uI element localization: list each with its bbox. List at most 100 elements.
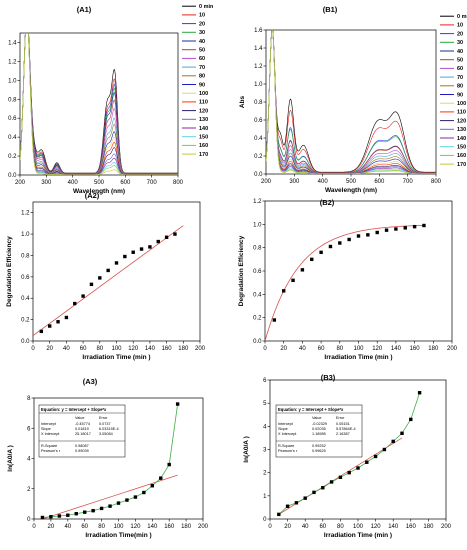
- y-axis-label: Degradation Efficiency: [6, 236, 13, 307]
- data-point: [338, 241, 342, 245]
- data-point: [328, 244, 333, 249]
- data-point: [40, 515, 45, 520]
- data-point: [294, 501, 299, 505]
- data-point: [403, 226, 407, 230]
- data-point: [156, 239, 160, 244]
- chart-b3: (B3) 0 20 40 60 80 100 120 140 160 180 200 0 1 2 3 4 5 6 Ir…: [243, 373, 452, 539]
- legend-entry: 20: [457, 31, 463, 37]
- fit-curve: [265, 224, 424, 341]
- data-point: [173, 232, 177, 236]
- x-tick-label: 140: [147, 524, 158, 530]
- y-tick-label: 5: [263, 401, 267, 407]
- x-tick-label: 200: [441, 524, 452, 530]
- data-point: [338, 475, 343, 479]
- x-tick-label: 60: [318, 346, 325, 352]
- data-point: [57, 514, 62, 518]
- legend-entry: 100: [457, 101, 466, 107]
- legend-entry: 90: [457, 92, 463, 98]
- legend-entry: 80: [199, 74, 205, 80]
- fit-group: [33, 225, 184, 336]
- chart-b1: (B1) 200 300 400 500 600 700 800 0.0 0.2 0.4 0.6 0.8…: [239, 5, 467, 194]
- x-tick-label: 20: [280, 346, 287, 352]
- fit-stat-value: 0.98087: [75, 444, 89, 448]
- y-tick-label: 0.4: [8, 135, 17, 141]
- x-tick-label: 80: [337, 524, 344, 530]
- spectrum-line: [20, 33, 178, 175]
- legend-entry: 150: [457, 145, 466, 151]
- x-tick-label: 160: [406, 524, 417, 530]
- chart-title: (A3): [83, 377, 98, 386]
- chart-title: (B3): [321, 373, 336, 382]
- legend-entry: 50: [199, 48, 205, 54]
- fit-row-name: Slope: [41, 427, 51, 431]
- legend-entry: 10: [457, 23, 463, 29]
- x-tick-label: 100: [353, 524, 364, 530]
- fit-stat-value: 0.99252: [312, 444, 326, 448]
- fit-row-error: 0.0737: [99, 422, 111, 426]
- chart-title: (B2): [320, 198, 335, 207]
- legend-entry: 70: [457, 75, 463, 81]
- y-tick-label: 0.8: [8, 97, 17, 103]
- plot-frame: [264, 200, 453, 342]
- spectrum-line: [20, 33, 178, 175]
- spectrum-line: [20, 33, 178, 174]
- spectrum-line: [20, 33, 178, 174]
- legend-entry: 0 min: [199, 4, 214, 10]
- x-tick-label: 400: [318, 179, 329, 185]
- y-axis-label: Abs: [239, 95, 246, 108]
- fit-stat-name: Pearson's r: [41, 449, 61, 453]
- x-tick-label: 120: [130, 524, 141, 530]
- fit-row-value: 0.01819: [75, 427, 89, 431]
- fit-box-frame: [38, 404, 126, 458]
- x-tick-label: 200: [195, 346, 206, 352]
- x-tick-label: 20: [48, 524, 55, 530]
- x-axis-label: Wavelength (nm): [325, 187, 377, 194]
- fit-results-box: Equation: y = Intercept + Slope*x Value Er…: [38, 404, 126, 458]
- fit-stat-name: Pearson's r: [278, 449, 298, 453]
- x-tick-label: 20: [284, 524, 291, 530]
- x-tick-label: 20: [46, 346, 53, 352]
- data-point: [310, 257, 314, 262]
- y-tick-label: 0.6: [253, 269, 262, 275]
- data-point: [347, 237, 351, 242]
- data-point: [116, 501, 121, 505]
- y-tick-label: 1.2: [253, 199, 262, 205]
- data-point: [382, 447, 387, 452]
- data-point: [148, 245, 152, 249]
- x-tick-label: 300: [289, 179, 300, 185]
- data-point: [319, 250, 323, 255]
- y-tick-label: 1.2: [8, 59, 17, 65]
- fit-row-name: Intercept: [278, 422, 294, 426]
- spectrum-line: [266, 30, 436, 174]
- fit-row-error: 0.05151: [336, 422, 350, 426]
- data-point: [83, 510, 87, 514]
- data-point: [99, 506, 104, 511]
- data-point: [272, 318, 277, 322]
- y-tick-label: 0.0: [21, 339, 30, 345]
- x-tick-label: 800: [173, 180, 184, 186]
- data-point: [356, 234, 361, 238]
- data-point: [391, 439, 395, 444]
- x-tick-label: 180: [178, 346, 189, 352]
- data-point: [56, 320, 60, 324]
- spectrum-line: [266, 30, 436, 173]
- data-point: [303, 496, 307, 500]
- spectrum-line: [266, 30, 436, 173]
- fit-line: [42, 474, 178, 519]
- fit-header-error: Error: [99, 416, 108, 420]
- data-point: [347, 470, 351, 475]
- data-point: [417, 391, 422, 395]
- legend-entry: 160: [199, 143, 208, 149]
- legend-entry: 70: [199, 65, 205, 71]
- y-tick-label: 1.6: [254, 28, 263, 34]
- legend-entry: 40: [457, 49, 463, 55]
- x-axis-label: Wavelength (nm): [73, 188, 125, 195]
- data-point: [384, 228, 389, 232]
- data-point: [175, 402, 180, 406]
- spectra-group: [20, 33, 178, 175]
- y-tick-label: 0.8: [21, 253, 30, 259]
- legend-entry: 60: [457, 66, 463, 72]
- legend-entry: 120: [457, 118, 466, 124]
- y-tick-label: 0.4: [21, 296, 30, 302]
